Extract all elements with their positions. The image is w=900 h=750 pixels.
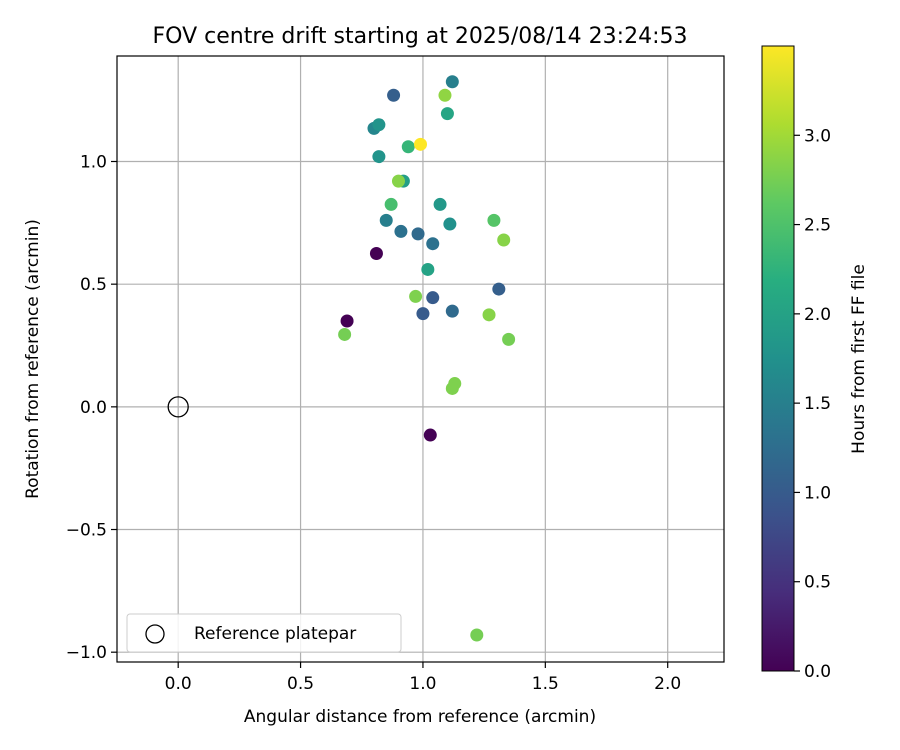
plot-frame bbox=[116, 55, 725, 663]
colorbar-gradient bbox=[761, 45, 795, 672]
scatter-point bbox=[492, 282, 506, 296]
legend-box bbox=[126, 613, 402, 653]
scatter-point bbox=[445, 381, 459, 395]
colorbar-tick-label: 3.0 bbox=[804, 126, 831, 146]
reference-point bbox=[167, 396, 189, 418]
colorbar-label: Hours from first FF file bbox=[849, 264, 869, 454]
scatter-point bbox=[482, 308, 496, 322]
scatter-point bbox=[409, 289, 423, 303]
scatter-point bbox=[438, 88, 452, 102]
x-axis-label: Angular distance from reference (arcmin) bbox=[244, 707, 596, 727]
y-tick-label: −1.0 bbox=[66, 643, 107, 663]
y-tick-label: 0.0 bbox=[80, 398, 107, 418]
scatter-point bbox=[414, 137, 427, 151]
scatter-point bbox=[440, 107, 454, 121]
scatter-point bbox=[369, 247, 383, 261]
colorbar-tick-label: 2.0 bbox=[804, 305, 831, 325]
x-tick-label: 0.5 bbox=[287, 674, 314, 694]
scatter-point bbox=[445, 75, 459, 89]
legend-label: Reference platepar bbox=[194, 624, 356, 644]
scatter-point bbox=[411, 227, 425, 241]
y-axis-label: Rotation from reference (arcmin) bbox=[23, 219, 43, 499]
reference-marker bbox=[167, 396, 189, 418]
colorbar-tick-label: 0.5 bbox=[804, 573, 831, 593]
scatter-point bbox=[384, 197, 398, 211]
x-axis-ticks: 0.0 0.5 1.0 1.5 2.0 bbox=[165, 662, 681, 694]
scatter-point bbox=[423, 428, 437, 442]
scatter-point bbox=[416, 307, 430, 321]
legend-marker-icon bbox=[145, 624, 165, 644]
scatter-point bbox=[502, 332, 516, 346]
scatter-point bbox=[487, 213, 501, 227]
scatter-point bbox=[391, 174, 405, 188]
scatter-point bbox=[372, 150, 386, 164]
colorbar: 0.0 0.5 1.0 1.5 2.0 2.5 3.0 Hours from first F… bbox=[761, 45, 869, 682]
legend: Reference platepar bbox=[126, 613, 402, 653]
scatter-point bbox=[379, 213, 393, 227]
scatter-point bbox=[443, 217, 457, 231]
scatter-point bbox=[433, 197, 447, 211]
scatter-point bbox=[401, 140, 415, 154]
scatter-point bbox=[426, 237, 440, 251]
scatter-point bbox=[394, 224, 408, 238]
data-points bbox=[338, 75, 516, 642]
x-tick-label: 0.0 bbox=[165, 674, 192, 694]
chart-title: FOV centre drift starting at 2025/08/14 … bbox=[153, 24, 688, 49]
colorbar-tick-label: 1.5 bbox=[804, 394, 831, 414]
colorbar-ticks: 0.0 0.5 1.0 1.5 2.0 2.5 3.0 bbox=[794, 126, 831, 682]
x-tick-label: 1.5 bbox=[532, 674, 559, 694]
y-axis-ticks: −1.0 −0.5 0.0 0.5 1.0 bbox=[66, 152, 117, 663]
x-tick-label: 1.0 bbox=[409, 674, 436, 694]
x-tick-label: 2.0 bbox=[654, 674, 681, 694]
colorbar-tick-label: 1.0 bbox=[804, 483, 831, 503]
scatter-point bbox=[338, 327, 352, 341]
y-tick-label: −0.5 bbox=[66, 521, 107, 541]
y-tick-label: 0.5 bbox=[80, 275, 107, 295]
scatter-point bbox=[421, 262, 435, 276]
colorbar-tick-label: 0.0 bbox=[804, 662, 831, 682]
scatter-point bbox=[470, 628, 484, 642]
scatter-point bbox=[372, 118, 386, 132]
scatter-point bbox=[445, 304, 459, 318]
scatter-point bbox=[497, 233, 511, 247]
y-tick-label: 1.0 bbox=[80, 152, 107, 172]
scatter-point bbox=[340, 314, 354, 328]
colorbar-tick-label: 2.5 bbox=[804, 216, 831, 236]
scatter-point bbox=[426, 291, 440, 305]
scatter-point bbox=[387, 88, 401, 102]
